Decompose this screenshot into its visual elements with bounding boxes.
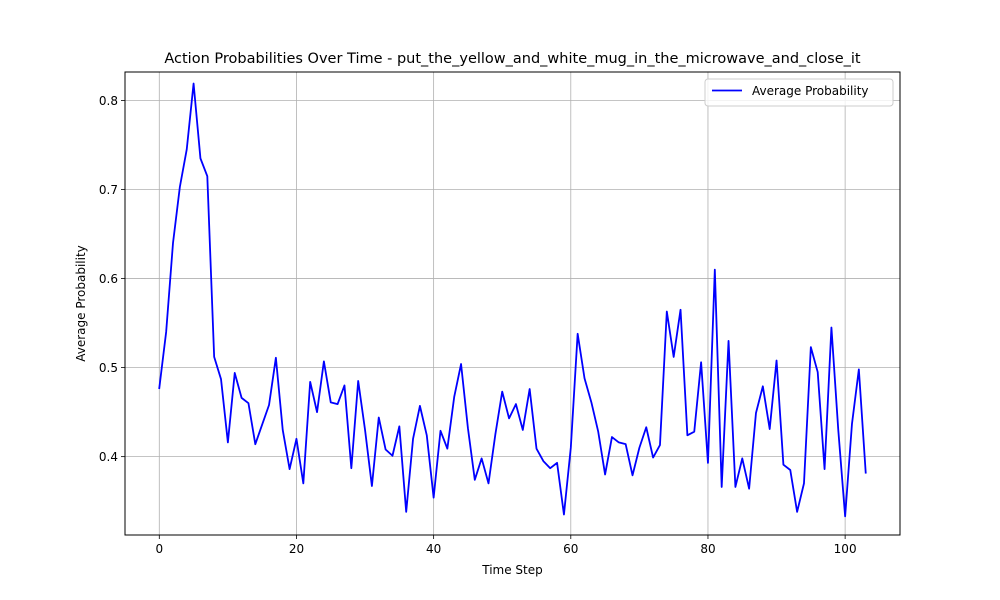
x-tick-label: 60 bbox=[563, 542, 578, 556]
series-layer bbox=[158, 82, 867, 518]
x-tick-label: 100 bbox=[834, 542, 857, 556]
legend: Average Probability bbox=[704, 78, 894, 107]
chart-title: Action Probabilities Over Time - put_the… bbox=[164, 51, 861, 67]
x-axis-label: Time Step bbox=[481, 563, 543, 577]
y-tick-label: 0.7 bbox=[99, 183, 118, 197]
x-axis-ticks: 0 20 40 60 80 100 bbox=[155, 535, 857, 556]
y-tick-label: 0.6 bbox=[99, 272, 118, 286]
x-tick-label: 0 bbox=[155, 542, 163, 556]
plot-frame bbox=[124, 71, 901, 536]
legend-entry: Average Probability bbox=[752, 84, 869, 98]
x-tick-label: 80 bbox=[700, 542, 715, 556]
x-tick-label: 40 bbox=[426, 542, 441, 556]
y-tick-label: 0.5 bbox=[99, 361, 118, 375]
y-tick-label: 0.8 bbox=[99, 94, 118, 108]
y-axis-ticks: 0.4 0.5 0.6 0.7 0.8 bbox=[99, 94, 125, 464]
grid-lines bbox=[125, 72, 900, 535]
legend-box bbox=[704, 78, 894, 107]
series-line-0 bbox=[158, 82, 867, 518]
x-tick-label: 20 bbox=[289, 542, 304, 556]
y-tick-label: 0.4 bbox=[99, 450, 118, 464]
y-axis-label: Average Probability bbox=[74, 245, 88, 362]
